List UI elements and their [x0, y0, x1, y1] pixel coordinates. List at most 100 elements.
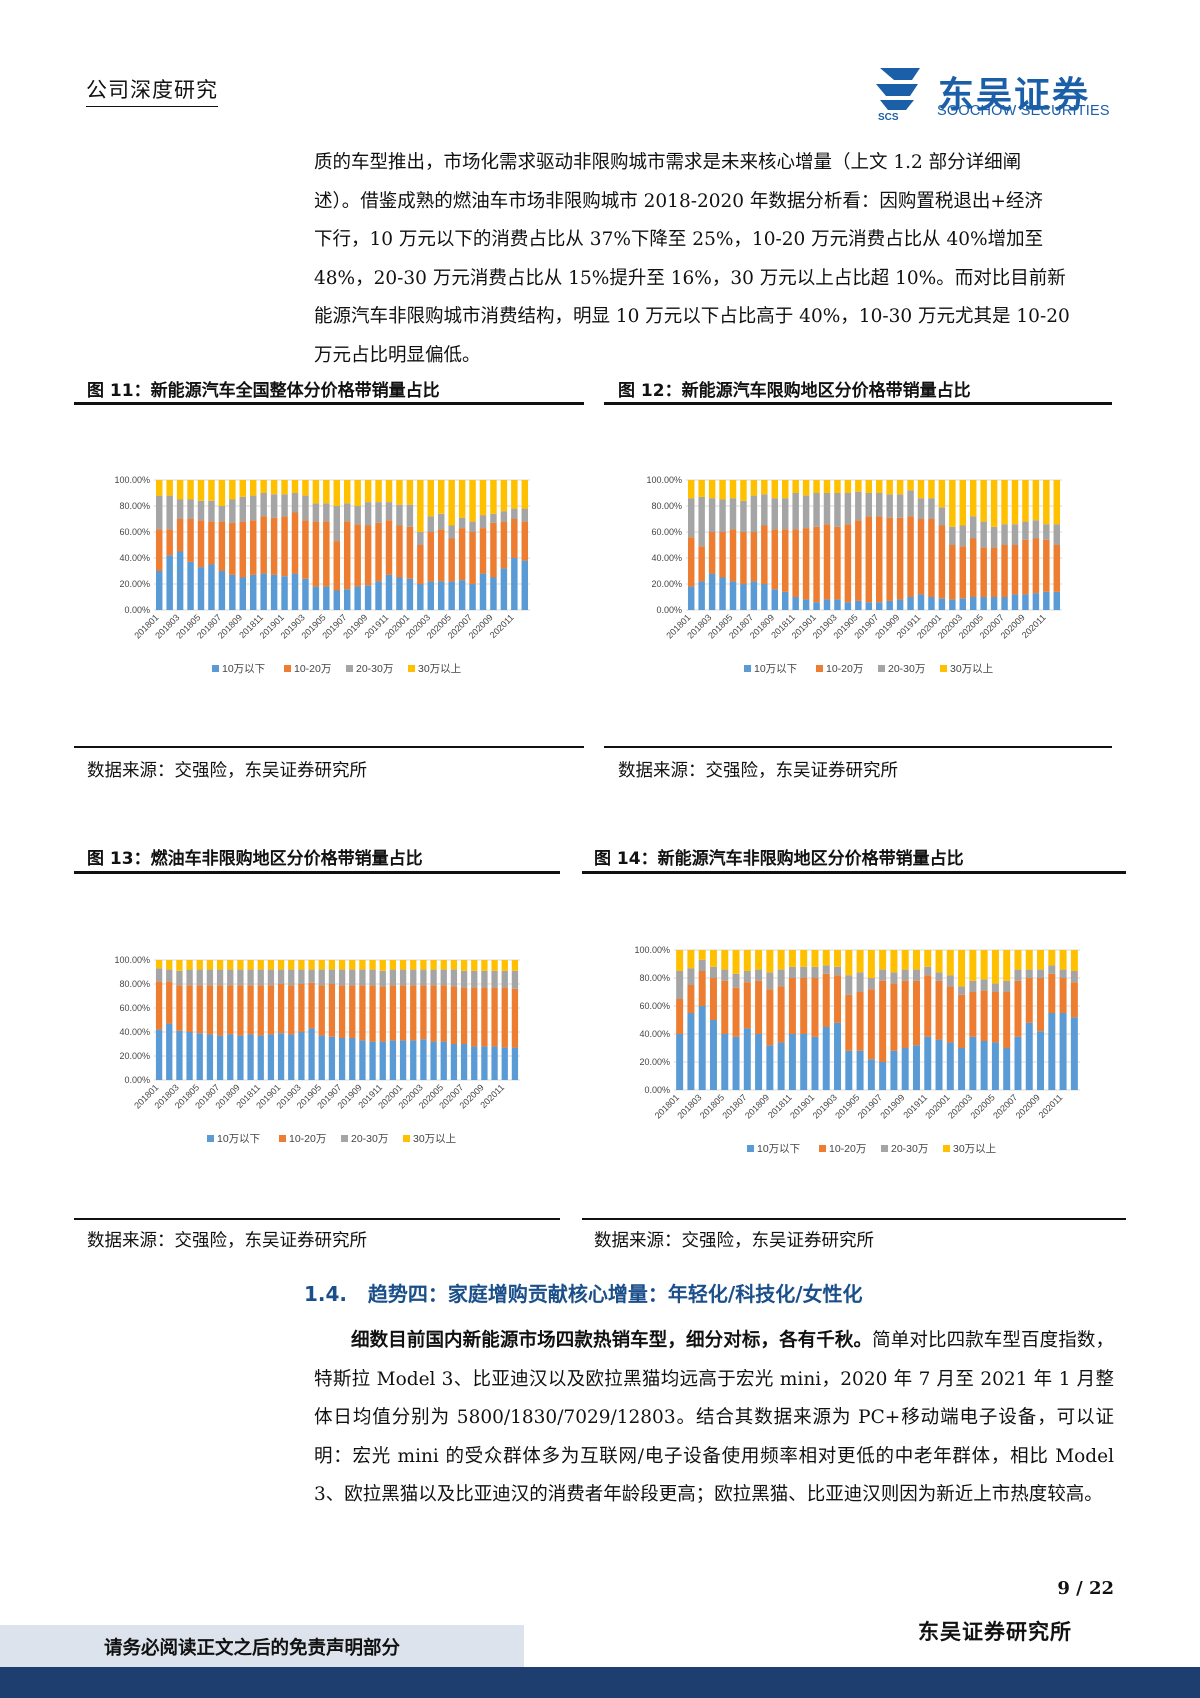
bar-segment: [1011, 480, 1019, 525]
bar-segment: [980, 950, 988, 980]
section-heading: 1.4. 趋势四：家庭增购贡献核心增量：年轻化/科技化/女性化: [304, 1278, 863, 1307]
bar-segment: [777, 1042, 785, 1090]
bar-segment: [308, 982, 315, 1029]
bar-segment: [270, 574, 278, 610]
bar-segment: [917, 519, 925, 595]
bar-segment: [427, 532, 435, 582]
bar-segment: [822, 1027, 830, 1090]
bar-segment: [481, 1046, 488, 1080]
bar-segment: [755, 1034, 763, 1090]
bar-segment: [460, 987, 468, 1044]
bar-segment: [469, 480, 476, 522]
bar-segment: [912, 950, 920, 970]
bar-segment: [249, 574, 257, 610]
bar-segment: [732, 987, 740, 1037]
bar-segment: [333, 480, 341, 506]
bar-segment: [166, 1023, 173, 1080]
bar-segment: [856, 972, 864, 992]
legend-swatch: [816, 665, 823, 672]
bar-segment: [800, 966, 808, 978]
bar-segment: [912, 980, 920, 1046]
bar-segment: [501, 960, 508, 971]
bar-segment: [288, 960, 295, 970]
bar-segment: [349, 960, 356, 970]
legend-swatch: [744, 665, 751, 672]
bar-segment: [229, 499, 236, 523]
bar-segment: [1053, 480, 1061, 525]
bar-segment: [511, 508, 518, 519]
bar-segment: [354, 524, 361, 587]
bar-segment: [186, 960, 193, 970]
bar-segment: [420, 985, 427, 1040]
bar-segment: [208, 521, 215, 565]
bar-segment: [312, 521, 320, 587]
bar-segment: [196, 1033, 203, 1080]
bar-segment: [389, 960, 397, 970]
bar-segment: [834, 950, 842, 967]
figure-11-top-rule: [74, 402, 584, 405]
bar-segment: [490, 577, 497, 610]
bar-segment: [249, 495, 257, 521]
bar-segment: [399, 985, 407, 1041]
bar-segment: [176, 985, 183, 1031]
bar-segment: [369, 960, 376, 970]
bar-segment: [761, 480, 768, 495]
bar-segment: [886, 600, 893, 610]
bar-segment: [917, 480, 925, 499]
bar-segment: [417, 545, 424, 584]
bar-segment: [257, 1035, 264, 1080]
y-tick-label: 40.00%: [639, 1029, 670, 1039]
bar-segment: [440, 969, 447, 986]
bar-segment: [229, 522, 236, 575]
bar-segment: [479, 480, 487, 516]
bar-segment: [218, 480, 226, 506]
bar-segment: [867, 950, 875, 978]
header-section-label: 公司深度研究: [86, 74, 218, 107]
para1-line: 能源汽车非限购城市消费结构，明显 10 万元以下占比高于 40%，10-30 万…: [314, 306, 1070, 327]
bar-segment: [969, 950, 977, 981]
bar-segment: [389, 969, 397, 986]
bar-segment: [1032, 538, 1040, 594]
bar-segment: [721, 969, 729, 981]
bar-segment: [333, 541, 341, 591]
x-tick-label: 201809: [743, 1092, 771, 1120]
bar-segment: [270, 494, 278, 518]
bar-segment: [938, 480, 946, 508]
bar-segment: [1025, 1022, 1033, 1090]
bar-segment: [879, 980, 887, 1062]
bar-segment: [440, 960, 447, 970]
bar-segment: [687, 950, 695, 969]
bar-segment: [901, 969, 909, 981]
bar-segment: [901, 1048, 909, 1090]
bar-segment: [811, 1036, 819, 1090]
bar-segment: [687, 498, 695, 538]
bar-segment: [249, 480, 257, 496]
bar-segment: [781, 529, 789, 592]
bar-segment: [743, 1028, 751, 1090]
bar-segment: [430, 960, 437, 970]
bar-segment: [855, 600, 862, 610]
para1-line: 万元占比明显偏低。: [314, 344, 481, 366]
bar-segment: [949, 526, 956, 545]
bar-segment: [766, 1045, 774, 1090]
bar-segment: [1059, 1013, 1067, 1090]
bar-segment: [813, 602, 820, 610]
legend-label: 20-30万: [888, 663, 925, 675]
bar-segment: [500, 568, 508, 610]
bar-segment: [755, 950, 763, 970]
bar-segment: [364, 502, 372, 526]
x-tick-label: 202011: [488, 612, 516, 640]
bar-segment: [197, 480, 205, 501]
bar-segment: [687, 537, 695, 587]
bar-segment: [187, 519, 194, 562]
bar-segment: [196, 960, 203, 970]
bar-segment: [166, 495, 173, 530]
bar-segment: [755, 980, 763, 1034]
legend-label: 20-30万: [356, 663, 393, 675]
bar-segment: [924, 975, 932, 1037]
bar-segment: [166, 555, 173, 610]
bar-segment: [990, 526, 998, 548]
bar-segment: [792, 597, 799, 610]
bar-segment: [491, 987, 498, 1047]
disclaimer-text: 请务必阅读正文之后的免责声明部分: [104, 1638, 401, 1659]
